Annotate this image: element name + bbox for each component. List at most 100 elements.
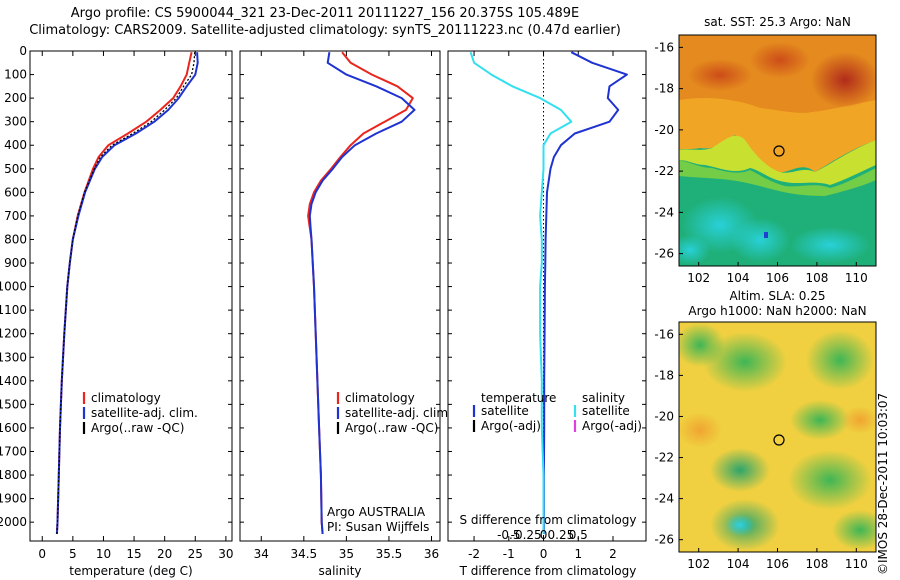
y-tick-label: 1300 xyxy=(0,350,27,364)
map-y-tick-label: -20 xyxy=(654,409,674,423)
series-line-3 xyxy=(56,52,196,534)
series-line-2 xyxy=(308,52,416,534)
x-tick-label: 1 xyxy=(574,547,582,561)
sla-map-title-line1: Altim. SLA: 0.25 xyxy=(729,289,826,303)
y-tick-label: 200 xyxy=(4,91,27,105)
y-tick-label: 400 xyxy=(4,138,27,152)
s-tick-label: 0.5 xyxy=(569,528,588,542)
s-difference-tick-labels: -0.5-0.250 0.250.5 xyxy=(497,528,588,542)
y-tick-label: 100 xyxy=(4,68,27,82)
map-x-tick-label: 106 xyxy=(766,557,789,571)
map-x-tick-label: 102 xyxy=(687,557,710,571)
legend-label-climatology: climatology xyxy=(91,391,161,405)
salinity-panel: 34 34.5 35 35.5 36 climatology satellite-adj… xyxy=(239,50,452,578)
x-tick-label: 36 xyxy=(424,547,439,561)
temperature-x-label: temperature (deg C) xyxy=(69,564,192,578)
temperature-plot-frame xyxy=(29,50,233,542)
legend-label-climatology: climatology xyxy=(345,391,415,405)
map-y-tick-label: -20 xyxy=(654,123,674,137)
map-y-tick-label: -24 xyxy=(654,492,674,506)
x-tick-label: 25 xyxy=(188,547,203,561)
map-y-tick-label: -16 xyxy=(654,327,674,341)
y-tick-label: 1800 xyxy=(0,468,27,482)
salinity-x-label: salinity xyxy=(318,564,361,578)
sla-map-title-line2: Argo h1000: NaN h2000: NaN xyxy=(688,304,867,318)
sla-map: 102 104 106 108 110 -16 -18 -20 -22 -24 -26 xyxy=(654,321,877,571)
y-tick-label: 2000 xyxy=(0,515,27,529)
y-tick-label: 1900 xyxy=(0,492,27,506)
map-x-tick-label: 108 xyxy=(805,271,828,285)
difference-plot-frame xyxy=(447,50,647,542)
x-tick-label: 34 xyxy=(254,547,269,561)
salinity-plot-frame xyxy=(239,50,441,542)
chart-title-line2: Climatology: CARS2009. Satellite-adjuste… xyxy=(29,23,621,38)
temperature-legend: climatology satellite-adj. clim. Argo(..… xyxy=(82,391,198,435)
x-tick-label: -2 xyxy=(468,547,480,561)
legend-label-t-argo: Argo(-adj) xyxy=(481,419,541,433)
difference-legend: temperature salinity satellite Argo(-adj… xyxy=(472,391,642,433)
y-tick-label: 1700 xyxy=(0,444,27,458)
map-y-tick-label: -22 xyxy=(654,164,674,178)
series-line-1 xyxy=(542,51,628,534)
map-y-tick-label: -18 xyxy=(654,368,674,382)
x-tick-label: 0 xyxy=(38,547,46,561)
argo-country-label: Argo AUSTRALIA xyxy=(327,505,426,519)
map-y-tick-label: -26 xyxy=(654,247,674,261)
map-x-tick-label: 102 xyxy=(687,271,710,285)
y-tick-label: 700 xyxy=(4,209,27,223)
x-tick-label: 20 xyxy=(157,547,172,561)
x-tick-label: 35.5 xyxy=(376,547,403,561)
x-tick-label: -1 xyxy=(503,547,515,561)
y-tick-label: 600 xyxy=(4,185,27,199)
map-y-tick-label: -26 xyxy=(654,533,674,547)
x-tick-label: 5 xyxy=(69,547,77,561)
x-tick-label: 15 xyxy=(126,547,141,561)
s-tick-label: 0.25 xyxy=(548,528,575,542)
temperature-panel: 0 5 10 15 20 25 300100200300400500600700800900… xyxy=(0,44,234,578)
y-tick-label: 1600 xyxy=(0,421,27,435)
s-tick-label: 0 xyxy=(540,528,548,542)
legend-label-s-argo: Argo(-adj) xyxy=(582,419,642,433)
map-x-tick-label: 110 xyxy=(845,271,868,285)
legend-label-argo: Argo(..raw -QC) xyxy=(91,421,184,435)
salinity-legend: climatology satellite-adj. clim. Argo(..… xyxy=(336,391,452,435)
legend-label-s-satellite: satellite xyxy=(582,404,630,418)
sla-map-field xyxy=(679,322,876,552)
sst-map: 102 104 106 108 110 -16 -18 -20 -22 -24 -26 xyxy=(654,34,877,285)
y-tick-label: 500 xyxy=(4,162,27,176)
map-y-tick-label: -22 xyxy=(654,451,674,465)
temperature-series xyxy=(55,51,199,534)
map-y-tick-label: -18 xyxy=(654,82,674,96)
sst-map-title: sat. SST: 25.3 Argo: NaN xyxy=(704,15,851,29)
map-x-tick-label: 110 xyxy=(845,557,868,571)
series-line-2 xyxy=(469,51,573,534)
y-tick-label: 900 xyxy=(4,256,27,270)
salinity-axis-ticks: 34 34.5 35 35.5 36 xyxy=(240,50,440,561)
salinity-series xyxy=(307,51,416,534)
legend-head-temperature: temperature xyxy=(481,391,556,405)
legend-head-salinity: salinity xyxy=(582,391,625,405)
map-x-tick-label: 104 xyxy=(727,271,750,285)
legend-label-argo: Argo(..raw -QC) xyxy=(345,421,438,435)
sla-map-ticks: 102 104 106 108 110 -16 -18 -20 -22 -24 -26 xyxy=(654,327,867,571)
argo-location-marker xyxy=(773,145,785,157)
y-tick-label: 1500 xyxy=(0,397,27,411)
s-tick-label: -0.5 xyxy=(497,528,520,542)
y-tick-label: 300 xyxy=(4,115,27,129)
map-y-tick-label: -24 xyxy=(654,205,674,219)
legend-label-t-satellite: satellite xyxy=(481,404,529,418)
y-tick-label: 1200 xyxy=(0,327,27,341)
y-tick-label: 1400 xyxy=(0,374,27,388)
argo-location-marker xyxy=(773,434,785,446)
x-tick-label: 2 xyxy=(609,547,617,561)
x-tick-label: 35 xyxy=(339,547,354,561)
map-x-tick-label: 104 xyxy=(727,557,750,571)
sst-map-ticks: 102 104 106 108 110 -16 -18 -20 -22 -24 -26 xyxy=(654,40,867,285)
difference-series xyxy=(469,51,628,534)
y-tick-label: 1000 xyxy=(0,280,27,294)
map-x-tick-label: 108 xyxy=(805,557,828,571)
t-difference-x-label: T difference from climatology xyxy=(459,564,637,578)
x-tick-label: 10 xyxy=(96,547,111,561)
y-tick-label: 800 xyxy=(4,232,27,246)
